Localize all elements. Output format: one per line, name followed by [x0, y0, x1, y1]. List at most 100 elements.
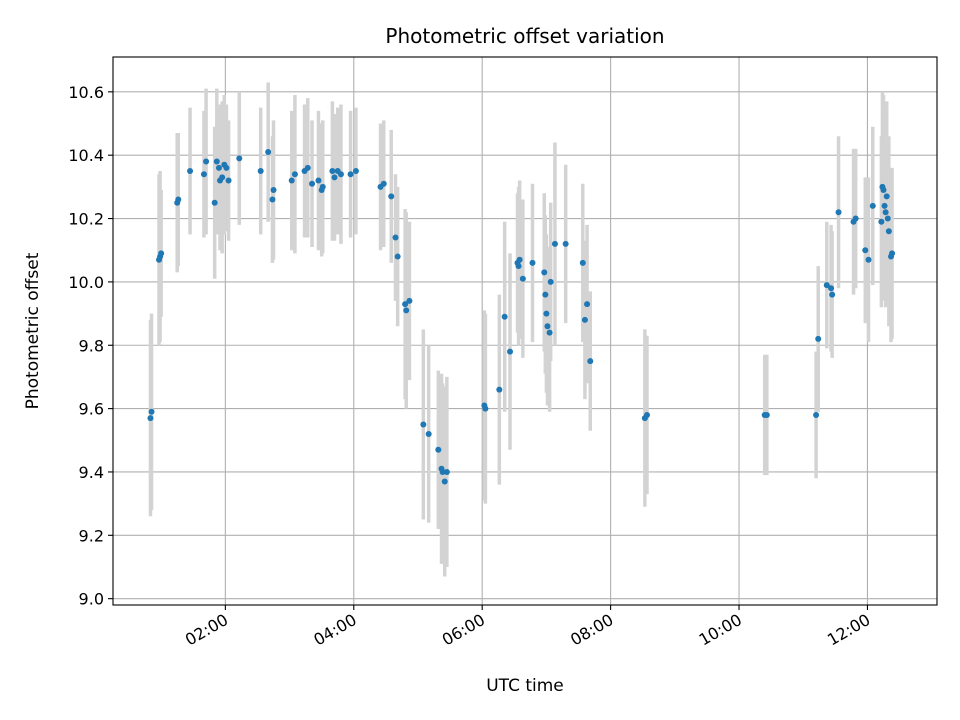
data-point — [541, 269, 548, 276]
data-point — [880, 187, 887, 194]
y-tick-label: 9.6 — [79, 400, 104, 419]
data-point — [763, 411, 770, 418]
data-point — [587, 358, 594, 365]
data-point — [516, 256, 523, 263]
data-point — [406, 297, 413, 304]
data-point — [203, 158, 210, 165]
data-point — [435, 446, 442, 453]
data-point — [158, 250, 165, 257]
data-point — [337, 171, 344, 178]
data-point — [813, 411, 820, 418]
data-point — [219, 174, 226, 181]
y-tick-label: 9.2 — [79, 526, 104, 545]
data-point — [352, 168, 359, 175]
data-point — [223, 164, 230, 171]
data-point — [562, 240, 569, 247]
data-points — [147, 149, 896, 485]
y-tick-label: 9.8 — [79, 336, 104, 355]
y-tick-label: 9.0 — [79, 590, 104, 609]
data-point — [869, 202, 876, 209]
data-point — [187, 168, 194, 175]
data-point — [211, 199, 218, 206]
data-point — [347, 171, 354, 178]
data-point — [225, 177, 232, 184]
data-point — [584, 301, 591, 308]
data-point — [269, 196, 276, 203]
data-point — [829, 291, 836, 298]
plot-frame — [112, 56, 938, 606]
data-point — [443, 468, 450, 475]
data-point — [501, 313, 508, 320]
y-tick-label: 10.0 — [68, 273, 104, 292]
data-point — [882, 209, 889, 216]
data-point — [883, 193, 890, 200]
data-point — [392, 234, 399, 241]
data-point — [507, 348, 514, 355]
y-tick-label: 10.2 — [68, 210, 104, 229]
data-point — [200, 171, 207, 178]
data-point — [304, 164, 311, 171]
y-tick-label: 10.6 — [68, 83, 104, 102]
chart-title: Photometric offset variation — [385, 24, 664, 48]
data-point — [828, 285, 835, 292]
data-point — [581, 316, 588, 323]
data-point — [265, 149, 272, 156]
y-tick-label: 10.4 — [68, 146, 104, 165]
data-point — [889, 250, 896, 257]
data-point — [329, 168, 336, 175]
data-point — [823, 282, 830, 289]
data-point — [515, 263, 522, 270]
data-point — [441, 478, 448, 485]
data-point — [215, 164, 222, 171]
data-point — [331, 174, 338, 181]
data-point — [482, 405, 489, 412]
data-point — [394, 253, 401, 260]
data-point — [878, 218, 885, 225]
data-point — [885, 228, 892, 235]
data-point — [542, 291, 549, 298]
y-axis-label: Photometric offset — [23, 252, 43, 409]
data-point — [543, 310, 550, 317]
data-point — [403, 307, 410, 314]
data-point — [439, 468, 446, 475]
data-point — [496, 386, 503, 393]
data-point — [815, 335, 822, 342]
data-point — [425, 430, 432, 437]
data-point — [213, 158, 220, 165]
data-point — [579, 259, 586, 266]
data-point — [315, 177, 322, 184]
y-axis-ticks: 9.0 9.2 9.4 9.6 9.8 10.0 10.2 10.4 10.6 — [68, 83, 113, 609]
data-point — [835, 209, 842, 216]
data-point — [309, 180, 316, 187]
y-tick-label: 9.4 — [79, 463, 104, 482]
data-point — [546, 329, 553, 336]
data-point — [881, 202, 888, 209]
data-point — [551, 240, 558, 247]
data-point — [270, 187, 277, 194]
grid — [113, 57, 937, 605]
data-point — [519, 275, 526, 282]
data-point — [420, 421, 427, 428]
data-point — [862, 247, 869, 254]
data-point — [380, 180, 387, 187]
data-point — [884, 215, 891, 222]
data-point — [544, 323, 551, 330]
data-point — [865, 256, 872, 263]
data-point — [529, 259, 536, 266]
data-point — [547, 278, 554, 285]
data-point — [147, 415, 154, 422]
data-point — [643, 411, 650, 418]
data-point — [257, 168, 264, 175]
data-point — [402, 301, 409, 308]
data-point — [288, 177, 295, 184]
data-point — [291, 171, 298, 178]
x-axis-label: UTC time — [486, 676, 564, 696]
data-point — [388, 193, 395, 200]
data-point — [319, 183, 326, 190]
data-point — [175, 196, 182, 203]
data-point — [852, 215, 859, 222]
data-point — [236, 155, 243, 162]
data-point — [148, 408, 155, 415]
